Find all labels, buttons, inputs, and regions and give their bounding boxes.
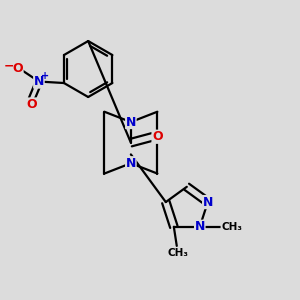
Text: +: + [41, 71, 50, 81]
Text: N: N [126, 157, 136, 170]
Text: N: N [202, 196, 213, 208]
Text: O: O [152, 130, 163, 143]
Text: N: N [195, 220, 205, 233]
Text: CH₃: CH₃ [221, 222, 242, 232]
Text: −: − [4, 60, 14, 73]
Text: O: O [27, 98, 38, 111]
Text: CH₃: CH₃ [168, 248, 189, 258]
Text: N: N [34, 75, 44, 88]
Text: O: O [12, 62, 23, 75]
Text: N: N [126, 116, 136, 128]
